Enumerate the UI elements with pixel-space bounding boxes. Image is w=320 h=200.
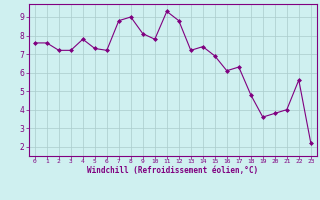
X-axis label: Windchill (Refroidissement éolien,°C): Windchill (Refroidissement éolien,°C) xyxy=(87,166,258,175)
